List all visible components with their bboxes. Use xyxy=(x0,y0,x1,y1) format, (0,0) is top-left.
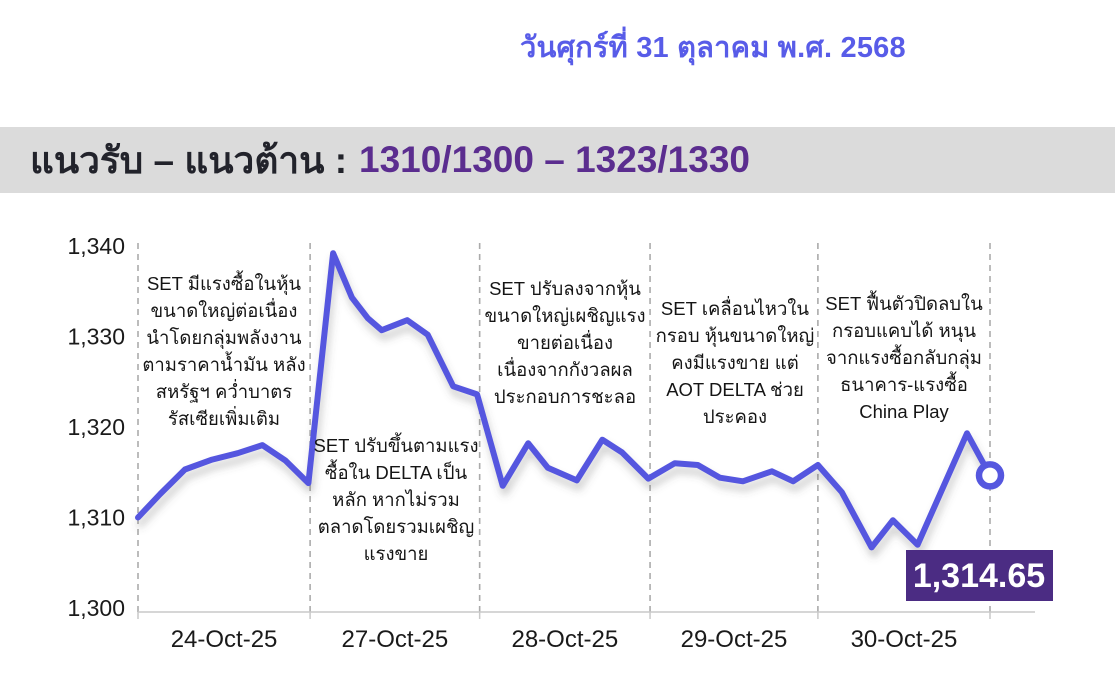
last-price-badge xyxy=(906,550,1053,601)
support-resistance-label: แนวรับ – แนวต้าน : xyxy=(30,139,348,181)
y-tick-label-2: 1,320 xyxy=(67,414,125,440)
last-point-marker xyxy=(975,461,1005,490)
report-date: วันศุกร์ที่ 31 ตุลาคม พ.ศ. 2568 xyxy=(520,32,906,64)
annotation-28-oct: SET ปรับลงจากหุ้น ขนาดใหญ่เผชิญแรง ขายต่… xyxy=(484,278,646,407)
annotation-29-oct: SET เคลื่อนไหวใน กรอบ หุ้นขนาดใหญ่ คงมีแ… xyxy=(655,298,815,427)
y-tick-label-3: 1,310 xyxy=(67,505,125,531)
x-tick-label-2: 28-Oct-25 xyxy=(511,626,618,653)
annotation-30-oct: SET ฟื้นตัวปิดลบใน กรอบแคบได้ หนุน จากแร… xyxy=(825,293,983,422)
annotation-27-oct: SET ปรับขึ้นตามแรง ซื้อใน DELTA เป็น หลั… xyxy=(313,435,479,564)
chart-canvas: 1,340 1,330 1,320 1,310 1,300 24-Oct-25 27-Oct… xyxy=(67,233,1053,653)
x-tick-label-4: 30-Oct-25 xyxy=(851,626,958,653)
y-tick-label-4: 1,300 xyxy=(67,595,125,621)
annotation-24-oct: SET มีแรงซื้อในหุ้น ขนาดใหญ่ต่อเนื่อง นำ… xyxy=(142,273,306,429)
x-tick-label-3: 29-Oct-25 xyxy=(681,626,788,653)
x-tick-label-0: 24-Oct-25 xyxy=(171,626,278,653)
y-tick-label-1: 1,330 xyxy=(67,324,125,350)
set-index-chart: 1,340 1,330 1,320 1,310 1,300 24-Oct-25 27-Oct… xyxy=(0,210,1115,680)
support-resistance-bar: แนวรับ – แนวต้าน : 1310/1300 – 1323/1330 xyxy=(0,127,1115,193)
set-index-line xyxy=(135,250,993,551)
last-price-label: 1,314.65 xyxy=(913,557,1045,595)
support-resistance-values: 1310/1300 – 1323/1330 xyxy=(359,139,750,180)
y-tick-label-0: 1,340 xyxy=(67,233,125,259)
x-tick-label-1: 27-Oct-25 xyxy=(342,626,449,653)
